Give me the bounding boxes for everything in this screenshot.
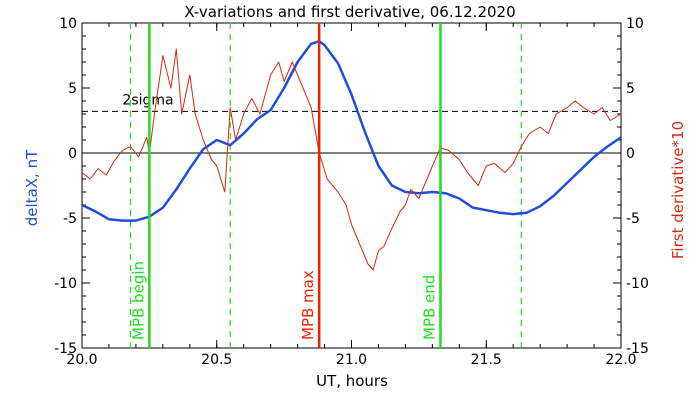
- x-tick-label: 21.0: [336, 352, 367, 368]
- y-tick-label-left: -5: [63, 211, 77, 227]
- threshold-label: 2sigma: [122, 92, 173, 108]
- y-axis-label-left: deltaX, nT: [23, 149, 41, 226]
- marker-label: MPB begin: [129, 261, 147, 340]
- y-tick-label-left: 0: [68, 146, 77, 162]
- y-tick-label-left: -15: [54, 341, 77, 357]
- x-axis-label: UT, hours: [316, 372, 388, 390]
- x-tick-label: 21.5: [471, 352, 502, 368]
- x-tick-label: 20.5: [201, 352, 232, 368]
- marker-label: MPB end: [420, 275, 438, 340]
- plot-area: 20.0 20.5 21.0 21.5 22.0-15 -15-10 -10-5 -50 05 5…: [54, 16, 649, 368]
- y-tick-label-left: 10: [59, 16, 77, 32]
- y-tick-label-right: 10: [626, 16, 644, 32]
- y-tick-label-right: 0: [626, 146, 635, 162]
- series-line-deltaX: [81, 39, 622, 222]
- series-line-derivative: [81, 48, 622, 271]
- y-tick-label-left: 5: [68, 81, 77, 97]
- y-tick-label-right: -15: [626, 341, 649, 357]
- y-tick-label-right: -5: [626, 211, 640, 227]
- marker-label: MPB max: [299, 270, 317, 340]
- y-tick-label-right: 5: [626, 81, 635, 97]
- x-tick-label: 20.0: [66, 352, 97, 368]
- y-tick-label-left: -10: [54, 276, 77, 292]
- y-tick-label-right: -10: [626, 276, 649, 292]
- plot-frame: [81, 22, 622, 349]
- x-tick-label: 22.0: [605, 352, 636, 368]
- y-axis-label-right: First derivative*10: [669, 121, 687, 259]
- chart-title: X-variations and first derivative, 06.12…: [184, 3, 515, 21]
